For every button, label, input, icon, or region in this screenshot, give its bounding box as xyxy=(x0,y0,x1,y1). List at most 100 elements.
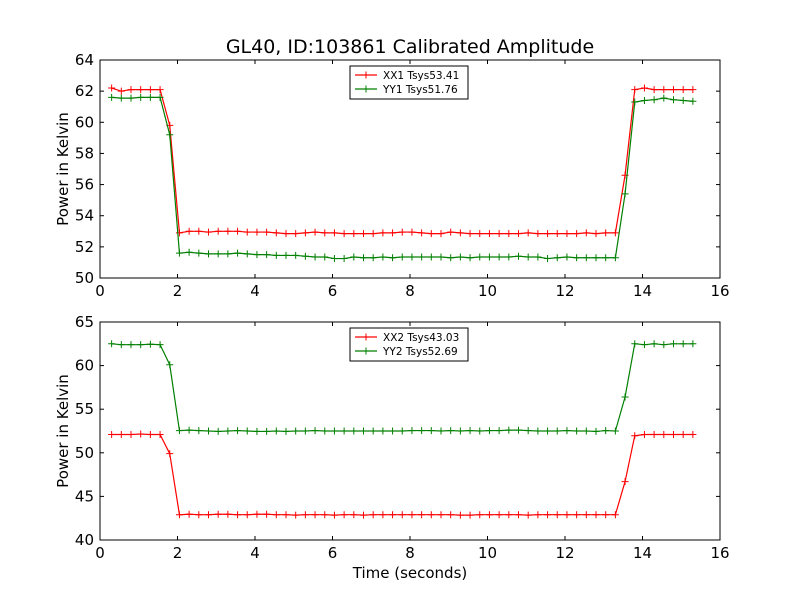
x-tick-label: 10 xyxy=(478,544,497,562)
data-point xyxy=(534,427,542,435)
data-point xyxy=(117,341,125,349)
y-tick-label: 55 xyxy=(75,400,94,418)
data-point xyxy=(205,228,212,236)
data-point xyxy=(360,230,367,238)
legend-box xyxy=(349,65,469,100)
data-point xyxy=(544,255,552,263)
chart-title: GL40, ID:103861 Calibrated Amplitude xyxy=(226,36,594,58)
data-point xyxy=(224,510,232,518)
data-point xyxy=(214,427,222,435)
data-point xyxy=(360,511,367,519)
data-point xyxy=(485,253,493,261)
data-point xyxy=(505,511,513,519)
legend-box xyxy=(349,327,469,362)
data-point xyxy=(243,228,251,236)
data-point xyxy=(156,430,164,438)
data-point xyxy=(553,427,561,435)
x-tick-label: 4 xyxy=(250,282,260,300)
x-axis-label: Time (seconds) xyxy=(352,564,468,582)
data-point xyxy=(340,255,348,263)
data-point xyxy=(534,230,542,238)
data-point xyxy=(340,511,348,519)
data-point xyxy=(592,511,600,519)
data-point xyxy=(321,229,329,237)
data-point xyxy=(127,94,135,102)
data-point xyxy=(466,427,474,435)
data-point xyxy=(418,229,426,237)
data-point xyxy=(427,511,435,519)
data-point xyxy=(476,253,484,261)
x-tick-label: 2 xyxy=(173,544,183,562)
data-point xyxy=(282,427,290,435)
data-point xyxy=(263,510,271,518)
data-point xyxy=(272,229,280,237)
data-point xyxy=(360,254,367,262)
data-point xyxy=(389,254,397,262)
data-point xyxy=(253,427,261,435)
data-point xyxy=(544,230,552,238)
data-point xyxy=(330,229,338,237)
data-point xyxy=(146,430,154,438)
data-point xyxy=(466,511,474,519)
legend-marker xyxy=(362,347,370,355)
data-point xyxy=(660,86,668,94)
data-point xyxy=(156,341,164,349)
data-point xyxy=(350,230,358,238)
data-point xyxy=(679,86,687,94)
data-point xyxy=(427,230,435,238)
data-point xyxy=(330,255,338,263)
data-point xyxy=(534,253,542,261)
y-tick-label: 45 xyxy=(75,487,94,505)
x-tick-label: 10 xyxy=(478,282,497,300)
data-point xyxy=(437,230,445,238)
data-point xyxy=(175,511,183,519)
data-point xyxy=(234,227,242,235)
data-point xyxy=(195,227,203,235)
data-point xyxy=(495,230,503,238)
data-point xyxy=(369,511,377,519)
x-tick-label: 8 xyxy=(405,282,415,300)
data-point xyxy=(292,511,300,519)
data-point xyxy=(670,430,677,438)
data-point xyxy=(602,511,610,519)
data-point xyxy=(292,251,300,259)
data-point xyxy=(185,227,193,235)
data-point xyxy=(224,250,232,258)
data-point xyxy=(292,427,300,435)
data-point xyxy=(553,230,561,238)
data-point xyxy=(456,253,464,261)
data-point xyxy=(408,253,416,261)
data-point xyxy=(592,230,600,238)
data-point xyxy=(495,511,503,519)
y-tick-label: 58 xyxy=(75,144,94,162)
data-point xyxy=(621,478,629,486)
data-point xyxy=(476,511,484,519)
legend: XX2 Tsys43.03 YY2 Tsys52.69 xyxy=(349,327,469,362)
data-point xyxy=(485,230,493,238)
data-point xyxy=(573,230,581,238)
data-point xyxy=(205,427,212,435)
data-point xyxy=(670,96,677,104)
data-point xyxy=(185,426,193,434)
y-tick-label: 50 xyxy=(75,444,94,462)
data-point xyxy=(253,228,261,236)
data-point xyxy=(379,427,387,435)
data-point xyxy=(379,511,387,519)
data-point xyxy=(263,427,271,435)
data-point xyxy=(234,427,242,435)
data-point xyxy=(224,227,232,235)
data-point xyxy=(437,427,445,435)
data-point xyxy=(573,511,581,519)
data-point xyxy=(398,228,406,236)
data-point xyxy=(631,340,639,348)
data-point xyxy=(127,341,135,349)
data-point xyxy=(272,511,280,519)
x-tick-label: 16 xyxy=(710,544,729,562)
data-point xyxy=(611,511,619,519)
data-point xyxy=(515,230,522,238)
data-point xyxy=(340,427,348,435)
data-point xyxy=(369,254,377,262)
data-point xyxy=(195,249,203,257)
